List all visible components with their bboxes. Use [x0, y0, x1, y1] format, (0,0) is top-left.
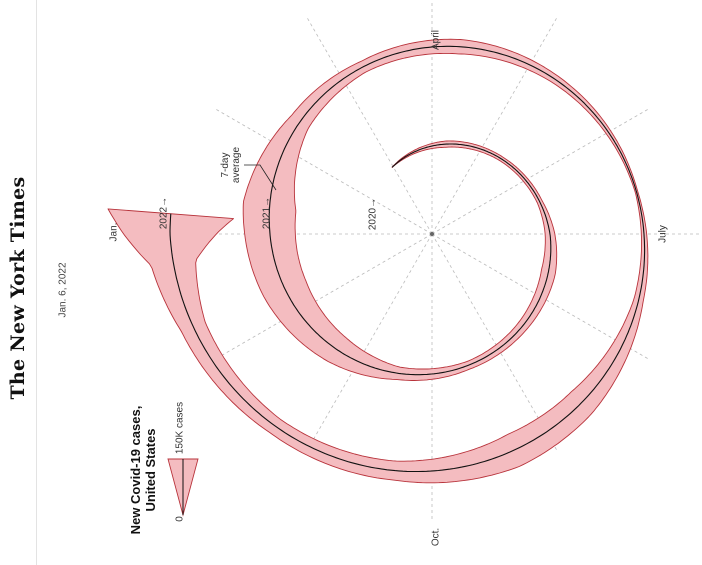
- legend-title-line: New Covid-19 cases,: [128, 406, 143, 535]
- spoke-line: [431, 108, 649, 235]
- annotations: 7-dayaverage: [220, 146, 277, 191]
- spoke-grid: [147, 0, 702, 519]
- year-label: 2022→: [159, 197, 170, 229]
- avg-annotation-pointer: [244, 164, 277, 191]
- avg-annotation-label: 7-dayaverage: [220, 146, 242, 183]
- month-label: July: [658, 225, 669, 243]
- spiral-center-point: [430, 232, 434, 236]
- legend-title-line: United States: [143, 428, 158, 511]
- legend: New Covid-19 cases,United States 0 150K ca…: [128, 402, 199, 535]
- legend-title: New Covid-19 cases,United States: [128, 406, 158, 535]
- month-label: April: [431, 30, 442, 50]
- year-label: 2020→: [368, 198, 379, 230]
- avg-annotation-line: average: [231, 146, 242, 183]
- avg-annotation-line: 7-day: [220, 152, 231, 177]
- year-labels: 2020→ 2021→ 2022→: [159, 197, 379, 230]
- spiral-centerline: [169, 45, 646, 473]
- month-label: Oct.: [431, 528, 442, 546]
- cases-band: [107, 38, 649, 484]
- legend-zero-label: 0: [175, 516, 186, 522]
- legend-max-label: 150K cases: [175, 402, 186, 454]
- month-label: Jan.: [109, 223, 120, 242]
- year-label: 2021→: [262, 197, 273, 229]
- left-divider: [36, 0, 37, 565]
- month-labels: Jan. April July Oct.: [109, 30, 669, 546]
